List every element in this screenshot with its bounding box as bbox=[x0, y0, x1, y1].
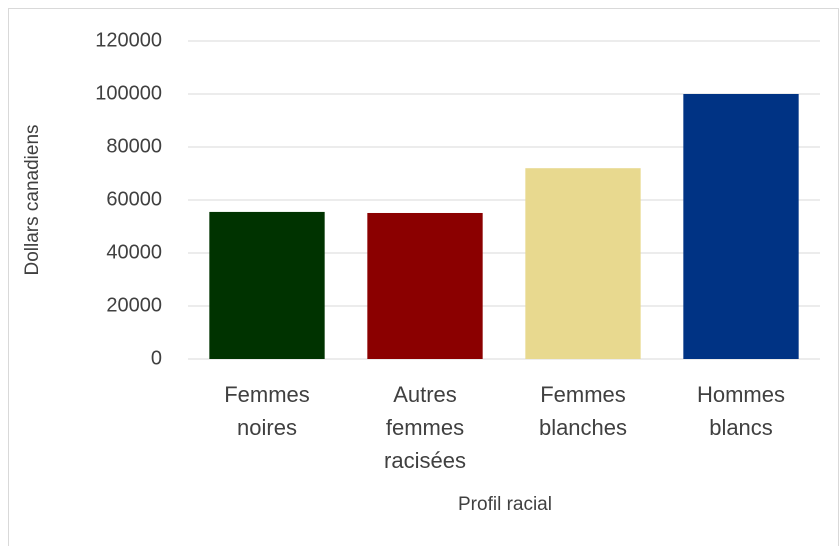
bar bbox=[209, 211, 325, 359]
y-tick-label: 0 bbox=[151, 347, 162, 369]
y-tick-label: 60000 bbox=[106, 188, 162, 210]
y-tick-label: 40000 bbox=[106, 241, 162, 263]
y-tick-label: 20000 bbox=[106, 294, 162, 316]
bar bbox=[525, 168, 641, 359]
x-tick-label: Femmes noires bbox=[224, 382, 310, 440]
x-tick-label: Autres femmes racisées bbox=[384, 382, 466, 473]
x-tick-label: Hommes blancs bbox=[697, 382, 785, 440]
y-tick-label: 120000 bbox=[95, 29, 162, 51]
y-tick-label: 80000 bbox=[106, 135, 162, 157]
x-axis-title: Profil racial bbox=[458, 494, 552, 515]
y-tick-label: 100000 bbox=[95, 82, 162, 104]
bar bbox=[367, 212, 483, 359]
bar bbox=[683, 94, 799, 359]
y-axis-title: Dollars canadiens bbox=[22, 124, 43, 275]
x-tick-label: Femmes blanches bbox=[539, 382, 627, 440]
